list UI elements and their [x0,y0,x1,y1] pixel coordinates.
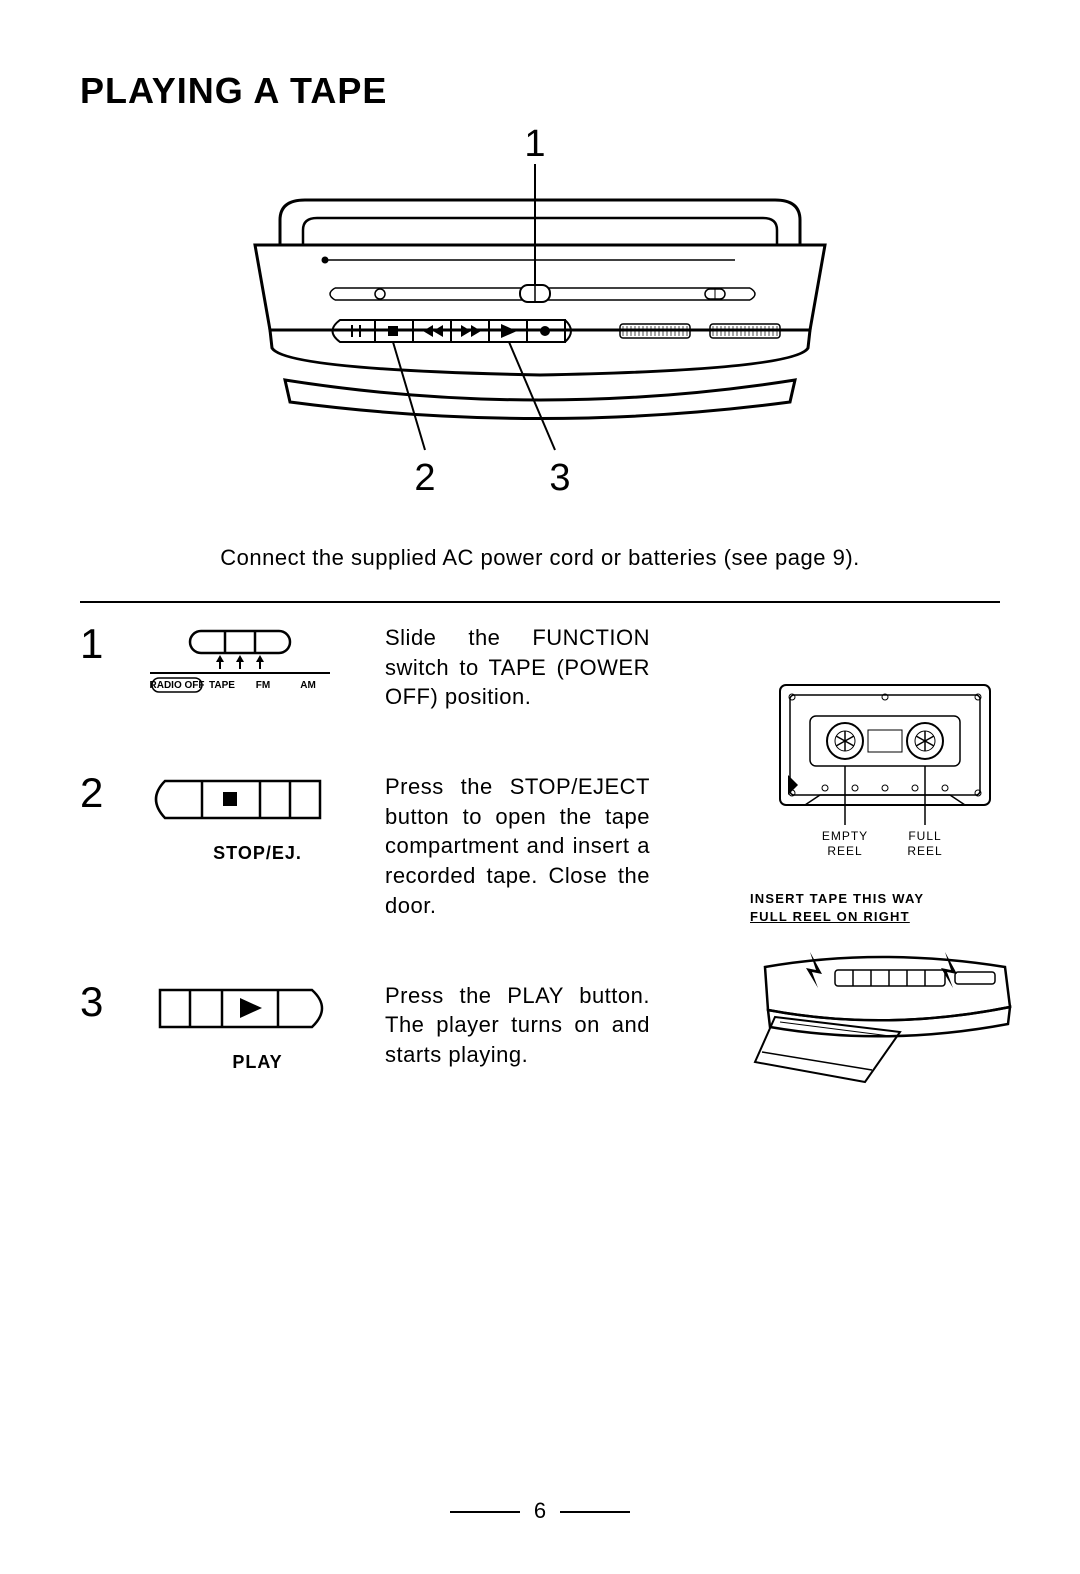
step3-play-icon: PLAY [150,981,365,1073]
svg-text:AM: AM [300,680,316,691]
step-text: Slide the FUNCTION switch to TAPE (POWER… [385,623,650,712]
insert-tape-diagram: INSERT TAPE THIS WAY FULL REEL ON RIGHT [750,890,1020,1097]
step3-icon-label: PLAY [150,1052,365,1073]
svg-text:FM: FM [256,680,270,691]
intro-text: Connect the supplied AC power cord or ba… [140,545,940,571]
page-number: 6 [0,1498,1080,1524]
step-number: 3 [80,981,130,1023]
callout-2: 2 [414,457,435,499]
page-title: PLAYING A TAPE [80,70,1000,112]
callout-3: 3 [549,457,570,499]
svg-text:EMPTY: EMPTY [822,829,868,843]
svg-text:REEL: REEL [827,844,862,858]
callout-1: 1 [524,123,545,165]
insert-label-1: INSERT TAPE THIS WAY [750,890,1020,908]
step-number: 1 [80,623,130,665]
step-text: Press the STOP/EJECT button to open the … [385,772,650,920]
step2-icon-label: STOP/EJ. [150,843,365,864]
svg-text:FULL: FULL [908,829,941,843]
hero-diagram: 1 [80,120,1000,515]
step-text: Press the PLAY button. The player turns … [385,981,650,1070]
step2-stop-icon: STOP/EJ. [150,772,365,864]
svg-text:RADIO OFF: RADIO OFF [150,680,205,691]
divider [80,601,1000,603]
svg-text:REEL: REEL [907,844,942,858]
step1-switch-icon: RADIO OFF TAPE FM AM [150,623,365,704]
step-number: 2 [80,772,130,814]
cassette-diagram: EMPTY REEL FULL REEL [770,680,1000,875]
svg-text:TAPE: TAPE [209,680,235,691]
insert-label-2: FULL REEL ON RIGHT [750,908,1020,926]
